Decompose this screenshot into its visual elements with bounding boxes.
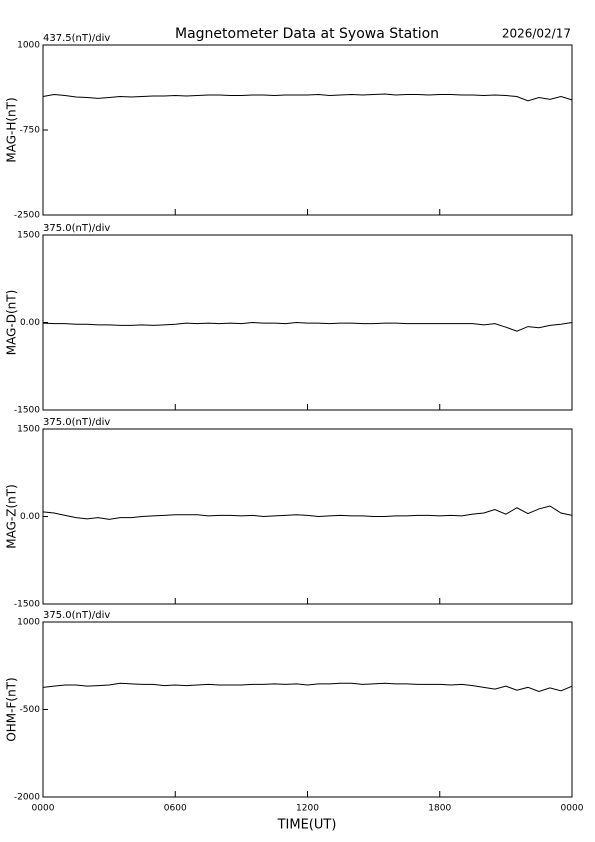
- data-line: [42, 93, 573, 102]
- y-tick-label: -750: [20, 126, 41, 136]
- scale-label: 375.0(nT)/div: [43, 417, 110, 428]
- chart-date: 2026/02/17: [502, 27, 571, 41]
- y-tick-label: 1500: [17, 231, 40, 241]
- scale-label: 375.0(nT)/div: [43, 610, 110, 621]
- y-tick-label: -1500: [14, 406, 40, 416]
- x-tick-label: 0000: [561, 804, 584, 814]
- y-tick-label: 1000: [17, 41, 40, 51]
- plot-frame: [42, 234, 573, 411]
- plot-frame: [42, 428, 573, 605]
- x-axis-label: TIME(UT): [277, 818, 337, 833]
- x-tick-label: 0600: [164, 804, 187, 814]
- chart-title: Magnetometer Data at Syowa Station: [175, 26, 439, 42]
- plot-frame: [42, 621, 573, 798]
- data-line: [42, 321, 573, 332]
- data-line: [42, 682, 573, 692]
- y-axis-label: OHM-F(nT): [5, 677, 19, 741]
- scale-label: 437.5(nT)/div: [43, 33, 110, 44]
- y-axis-label: MAG-H(nT): [5, 97, 19, 162]
- x-tick-label: 1200: [296, 804, 319, 814]
- y-tick-label: 1000: [17, 618, 40, 628]
- x-tick-label: 0000: [32, 804, 55, 814]
- y-tick-label: 0.00: [20, 512, 40, 522]
- data-line: [42, 505, 573, 520]
- scale-label: 375.0(nT)/div: [43, 223, 110, 234]
- y-tick-label: -1500: [14, 600, 40, 610]
- y-tick-label: -2000: [14, 793, 40, 803]
- plot-frame: [42, 44, 573, 216]
- y-axis-label: MAG-Z(nT): [5, 484, 19, 549]
- y-tick-label: 1500: [17, 425, 40, 435]
- y-tick-label: -500: [20, 705, 41, 715]
- x-tick-label: 1800: [428, 804, 451, 814]
- y-axis-label: MAG-D(nT): [5, 290, 19, 356]
- y-tick-label: -2500: [14, 211, 40, 221]
- y-tick-label: 0.00: [20, 318, 40, 328]
